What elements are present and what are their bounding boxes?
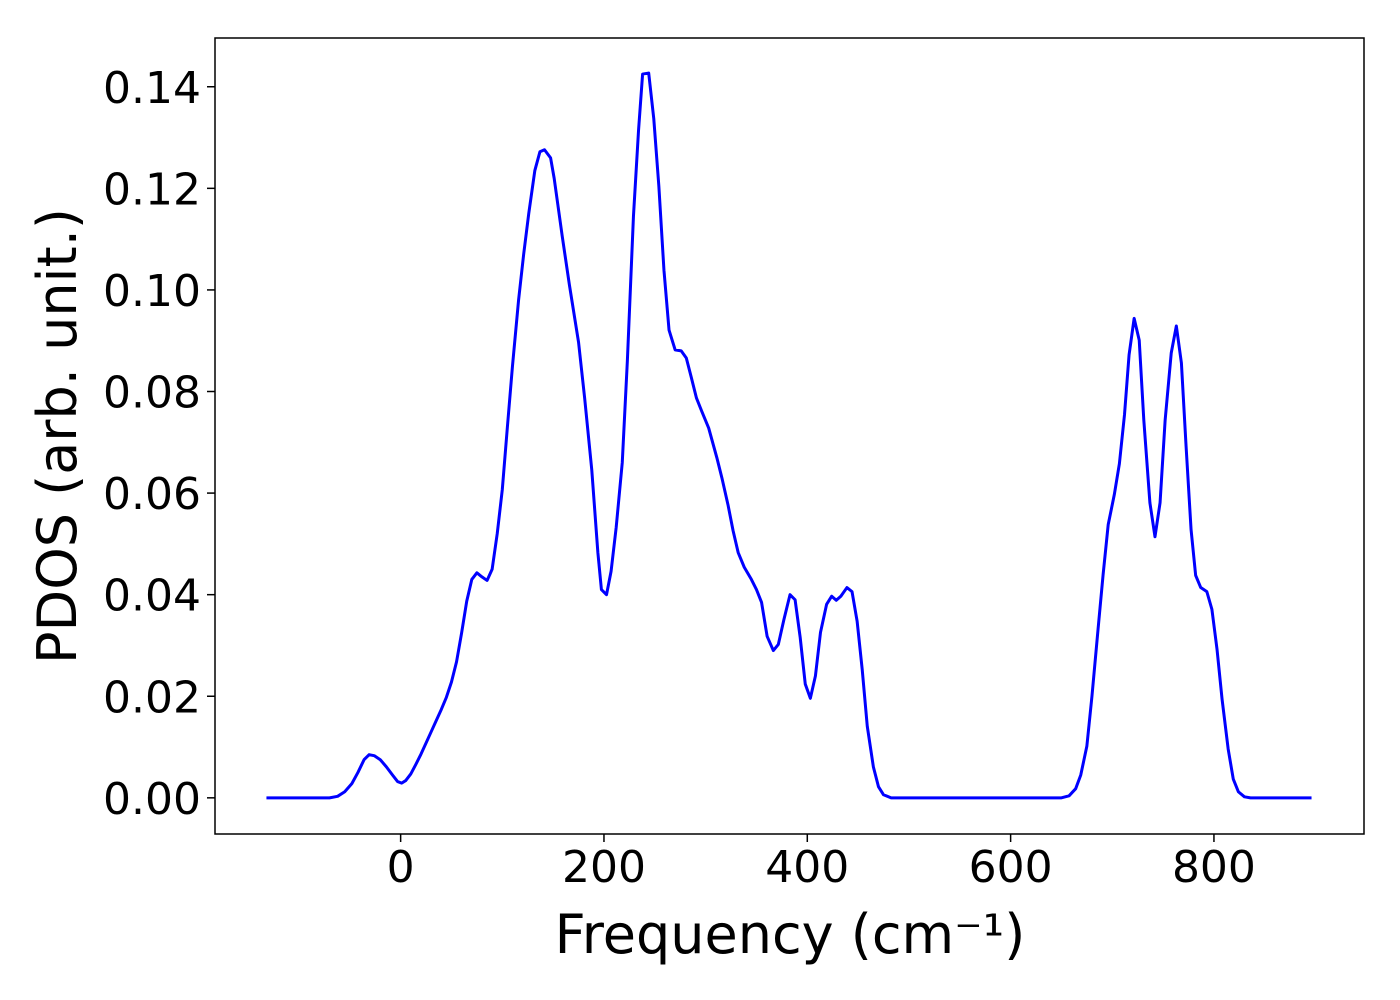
x-axis-label: Frequency (cm⁻¹) <box>555 903 1026 966</box>
y-tick-label: 0.02 <box>103 672 201 723</box>
y-tick-label: 0.12 <box>103 164 201 215</box>
x-tick-label: 200 <box>562 842 646 893</box>
x-tick-label: 800 <box>1172 842 1256 893</box>
x-tick-label: 0 <box>387 842 415 893</box>
y-tick-label: 0.14 <box>103 63 201 114</box>
x-tick-label: 600 <box>969 842 1053 893</box>
x-tick-label: 400 <box>765 842 849 893</box>
y-tick-label: 0.10 <box>103 266 201 317</box>
data-line <box>266 71 1312 800</box>
y-tick-label: 0.08 <box>103 368 201 419</box>
plot-frame <box>214 37 1365 835</box>
y-tick-label: 0.00 <box>103 774 201 825</box>
y-axis-label: PDOS (arb. unit.) <box>26 208 89 664</box>
y-tick-label: 0.04 <box>103 571 201 622</box>
y-tick-label: 0.06 <box>103 469 201 520</box>
